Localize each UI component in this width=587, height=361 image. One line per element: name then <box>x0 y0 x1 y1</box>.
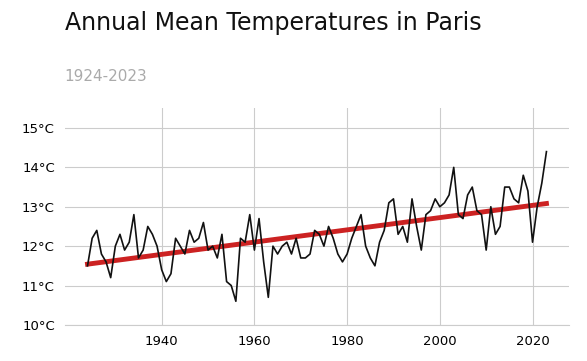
Text: Annual Mean Temperatures in Paris: Annual Mean Temperatures in Paris <box>65 11 481 35</box>
Text: 1924-2023: 1924-2023 <box>65 69 147 84</box>
